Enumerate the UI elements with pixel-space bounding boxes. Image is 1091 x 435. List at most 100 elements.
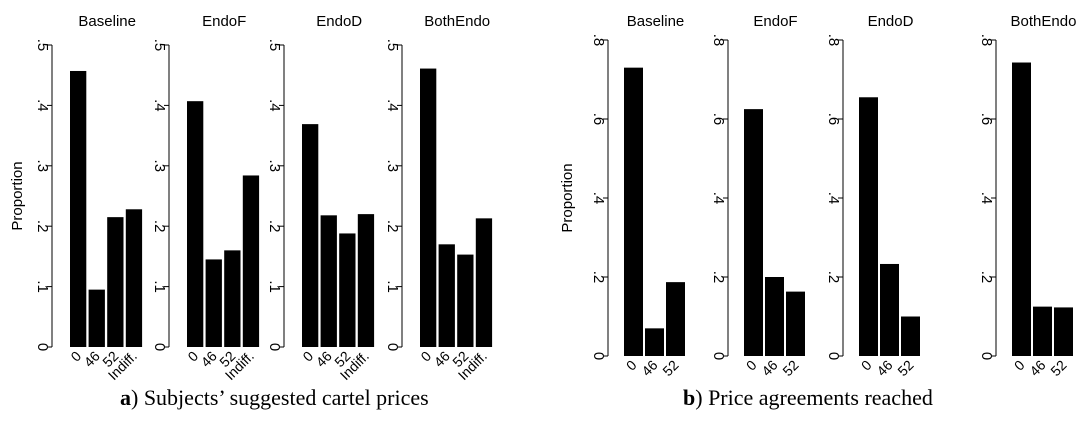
bar-indiff xyxy=(242,175,260,347)
category-label: 52 xyxy=(894,357,916,379)
bar-52 xyxy=(107,217,124,347)
y-tick-label: 0 xyxy=(384,343,401,351)
caption-a-text: ) Subjects’ suggested cartel prices xyxy=(131,385,429,410)
bar-0 xyxy=(744,109,763,356)
category-label: 0 xyxy=(858,357,875,374)
y-tick-label: 0 xyxy=(978,352,995,360)
bar-indiff xyxy=(475,218,493,347)
bar-52 xyxy=(339,233,356,347)
caption-b: b) Price agreements reached xyxy=(683,385,933,411)
bar-0 xyxy=(70,70,87,348)
panel-title: Baseline xyxy=(78,13,136,30)
y-tick-label: .2 xyxy=(151,220,168,233)
y-tick-label: .2 xyxy=(384,220,401,233)
panel-title: EndoD xyxy=(868,13,914,30)
bar-46 xyxy=(765,277,784,356)
bar-46 xyxy=(438,244,455,347)
y-tick-label: .1 xyxy=(34,280,51,293)
bar-46 xyxy=(1033,306,1052,356)
y-tick-label: .3 xyxy=(266,160,283,173)
category-label: 0 xyxy=(623,357,640,374)
y-tick-label: .5 xyxy=(266,39,283,52)
y-tick-label: .2 xyxy=(825,271,842,284)
panel-title: Baseline xyxy=(627,13,685,30)
bar-0 xyxy=(302,124,319,348)
bar-46 xyxy=(645,328,664,356)
y-tick-label: .8 xyxy=(825,34,842,47)
panel-title: BothEndo xyxy=(424,13,490,30)
bar-0 xyxy=(1012,62,1031,356)
y-tick-label: .2 xyxy=(266,220,283,233)
category-label: 46 xyxy=(758,357,780,379)
y-tick-label: .8 xyxy=(710,34,727,47)
category-label: 46 xyxy=(873,357,895,379)
y-tick-label: .4 xyxy=(978,192,995,205)
y-tick-label: .1 xyxy=(384,280,401,293)
caption-b-text: ) Price agreements reached xyxy=(695,385,933,410)
y-tick-label: .4 xyxy=(710,192,727,205)
y-tick-label: .4 xyxy=(266,99,283,112)
y-tick-label: .2 xyxy=(34,220,51,233)
category-label: 52 xyxy=(659,357,681,379)
category-label: 52 xyxy=(1047,357,1069,379)
category-label: 0 xyxy=(743,357,760,374)
caption-a: a) Subjects’ suggested cartel prices xyxy=(120,385,429,411)
bar-52 xyxy=(666,282,685,356)
bar-indiff xyxy=(357,214,375,347)
bar-0 xyxy=(859,97,878,357)
y-tick-label: .3 xyxy=(34,160,51,173)
y-axis-label: Proportion xyxy=(559,163,576,232)
bar-52 xyxy=(901,316,920,356)
bar-0 xyxy=(420,68,437,347)
y-tick-label: 0 xyxy=(590,352,607,360)
y-tick-label: .4 xyxy=(825,192,842,205)
y-tick-label: .2 xyxy=(710,271,727,284)
panel-title: BothEndo xyxy=(1011,13,1077,30)
bar-46 xyxy=(88,289,105,347)
panel-title: EndoF xyxy=(202,13,246,30)
y-tick-label: .4 xyxy=(384,99,401,112)
y-tick-label: .5 xyxy=(151,39,168,52)
y-tick-label: .8 xyxy=(978,34,995,47)
chart-group-b: Proportion0.2.4.6.8Baseline046520.2.4.6.… xyxy=(559,13,1076,379)
y-tick-label: 0 xyxy=(151,343,168,351)
y-tick-label: .2 xyxy=(590,271,607,284)
y-tick-label: .5 xyxy=(384,39,401,52)
category-label: 52 xyxy=(779,357,801,379)
y-tick-label: .6 xyxy=(590,113,607,126)
y-tick-label: .4 xyxy=(34,99,51,112)
category-label: 0 xyxy=(1011,357,1028,374)
chart-group-a: Proportion0.1.2.3.4.5Baseline04652Indiff… xyxy=(9,13,493,383)
y-tick-label: 0 xyxy=(266,343,283,351)
y-tick-label: .4 xyxy=(151,99,168,112)
bar-46 xyxy=(205,259,222,347)
y-tick-label: 0 xyxy=(34,343,51,351)
y-tick-label: 0 xyxy=(710,352,727,360)
y-tick-label: .6 xyxy=(978,113,995,126)
y-tick-label: .5 xyxy=(34,39,51,52)
category-label: 46 xyxy=(1026,357,1048,379)
y-tick-label: .2 xyxy=(978,271,995,284)
panel-title: EndoD xyxy=(316,13,362,30)
y-tick-label: .6 xyxy=(710,113,727,126)
caption-a-letter: a xyxy=(120,385,131,410)
y-axis-label: Proportion xyxy=(9,161,26,230)
y-tick-label: .3 xyxy=(151,160,168,173)
bar-52 xyxy=(1054,307,1073,356)
bar-0 xyxy=(624,67,643,357)
bar-46 xyxy=(320,215,337,347)
bar-0 xyxy=(187,101,204,347)
bar-52 xyxy=(786,291,805,356)
y-tick-label: 0 xyxy=(825,352,842,360)
bar-52 xyxy=(224,250,241,347)
bar-46 xyxy=(880,263,899,356)
y-tick-label: .6 xyxy=(825,113,842,126)
